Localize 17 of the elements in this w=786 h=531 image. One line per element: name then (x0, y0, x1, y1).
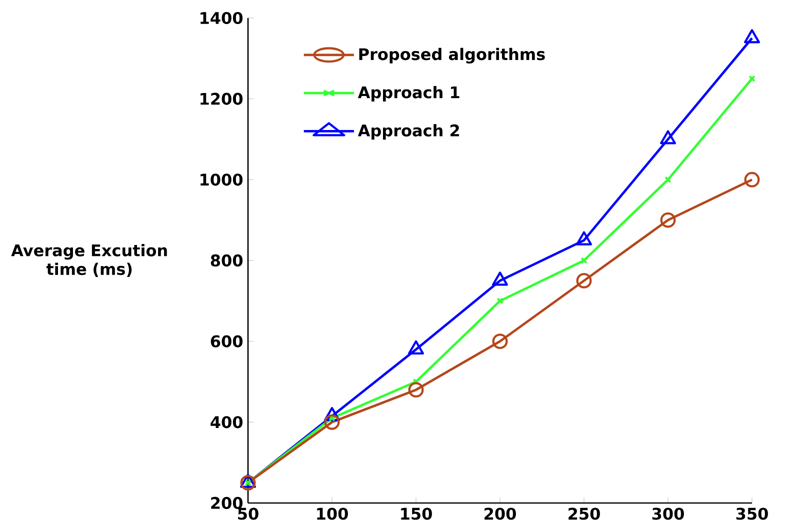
y-tick-label: 400 (210, 416, 243, 428)
y-tick-label: 800 (210, 254, 243, 267)
y-axis-title: Average Excution time (ms) (11, 244, 167, 277)
x-tick-label: 300 (652, 508, 684, 520)
x-tick-label: 250 (568, 508, 600, 520)
x-tick-label: 200 (484, 508, 516, 520)
x-tick-label: 150 (401, 508, 432, 520)
x-tick-label: 100 (317, 508, 348, 520)
y-tick-label: 1000 (200, 174, 243, 186)
legend-label: Proposed algorithms (359, 48, 545, 64)
x-tick-label: 350 (736, 508, 768, 520)
legend-label: Approach 2 (358, 124, 459, 140)
y-tick-label: 1400 (200, 12, 243, 24)
x-tick-label: 50 (238, 508, 258, 520)
y-tick-label: 1200 (200, 92, 243, 105)
legend-label: Approach 1 (358, 86, 460, 102)
y-tick-label: 600 (210, 335, 243, 348)
